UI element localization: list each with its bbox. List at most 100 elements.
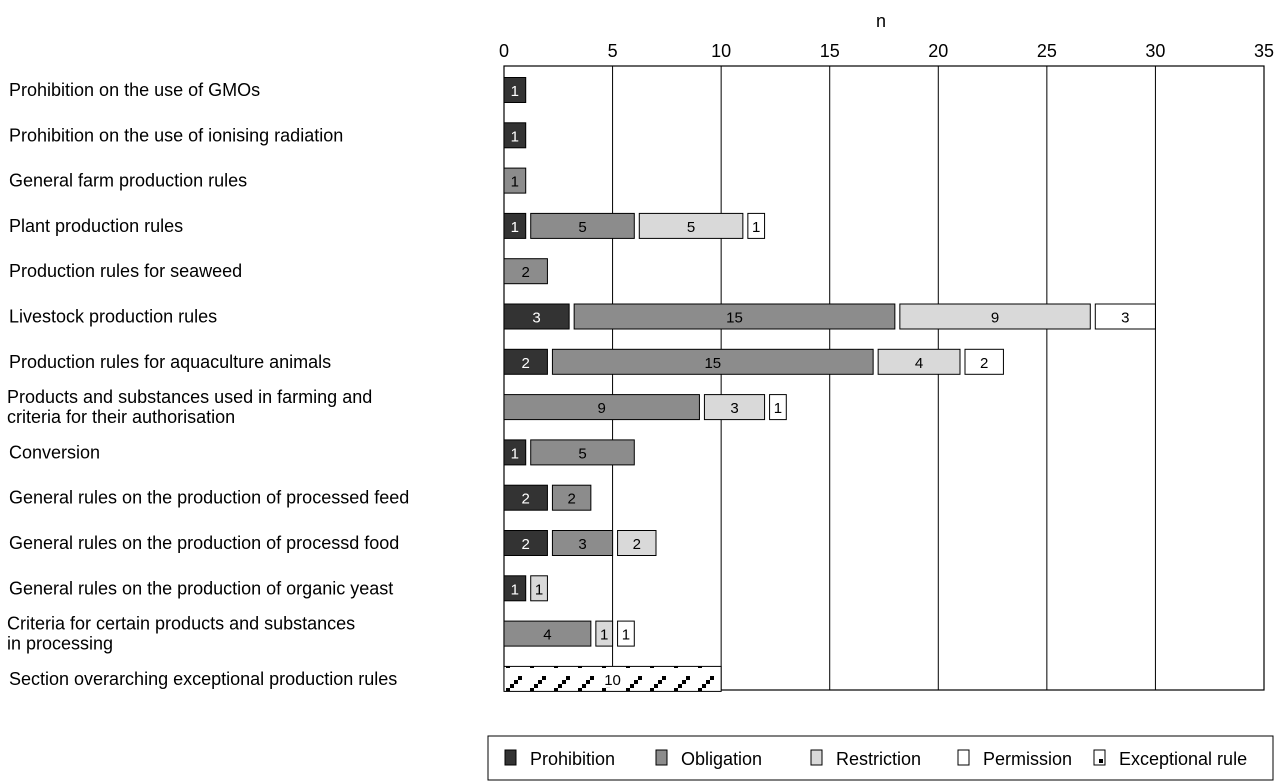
data-label: 2 (522, 536, 530, 553)
legend-label: Restriction (836, 749, 921, 769)
data-label: 4 (915, 355, 923, 372)
category-label: Livestock production rules (9, 307, 217, 327)
bar-restriction (530, 575, 548, 602)
category-label: General rules on the production of proce… (9, 488, 409, 508)
bar-prohibition (503, 530, 548, 556)
x-tick-label: 20 (928, 41, 948, 61)
legend-swatch (1093, 749, 1106, 766)
data-label: 2 (522, 355, 530, 372)
data-label: 1 (622, 627, 630, 644)
bar-prohibition (503, 439, 527, 466)
data-label: 1 (511, 128, 519, 145)
bar-restriction (595, 620, 614, 647)
data-label: 5 (687, 219, 695, 236)
bar-prohibition (503, 484, 548, 511)
legend-label: Exceptional rule (1119, 749, 1247, 769)
bar-prohibition (503, 575, 527, 602)
bar-restriction (638, 212, 744, 239)
x-tick-label: 15 (820, 41, 840, 61)
legend: Prohibition Obligation Restriction Permissi… (487, 735, 1274, 781)
data-label: 2 (522, 264, 530, 281)
data-label: 1 (511, 219, 519, 236)
legend-swatch (810, 749, 823, 766)
bar-obligation (573, 303, 896, 330)
data-label: 3 (1121, 310, 1129, 327)
bar-obligation (551, 530, 614, 556)
data-label: 1 (752, 219, 760, 236)
category-label: Section overarching exceptional producti… (9, 669, 397, 689)
category-label: Prohibition on the use of GMOs (9, 80, 260, 100)
data-label: 2 (522, 491, 530, 508)
data-label: 1 (511, 83, 519, 100)
data-label: 2 (633, 536, 641, 553)
category-label: Conversion (9, 442, 100, 462)
category-label: General farm production rules (9, 171, 247, 191)
category-label: General rules on the production of proce… (9, 533, 399, 553)
category-label: Prohibition on the use of ionising radia… (9, 125, 343, 145)
bar-permission (747, 212, 766, 239)
data-label: 2 (567, 491, 575, 508)
x-tick-label: 0 (499, 41, 509, 61)
category-label: Criteria for certain products and substa… (7, 614, 355, 654)
category-label: Production rules for seaweed (9, 261, 242, 281)
x-axis-label: n (876, 11, 886, 31)
legend-label: Permission (983, 749, 1072, 769)
legend-swatch (504, 749, 517, 766)
bar-permission (769, 394, 787, 421)
bar-prohibition (503, 77, 527, 103)
data-label: 9 (991, 310, 999, 327)
legend-label: Obligation (681, 749, 762, 769)
data-label: 5 (578, 219, 586, 236)
bar-prohibition (503, 303, 570, 330)
data-label: 1 (774, 400, 782, 417)
bar-obligation (551, 348, 874, 375)
data-label: 9 (598, 400, 606, 417)
legend-box (487, 735, 1274, 781)
bar-obligation (551, 484, 592, 511)
data-label: 15 (704, 355, 721, 372)
bar-prohibition (503, 212, 527, 239)
data-label: 1 (535, 581, 543, 598)
data-label: 15 (726, 310, 743, 327)
data-label: 1 (600, 627, 608, 644)
x-tick-label: 25 (1037, 41, 1057, 61)
category-label: Plant production rules (9, 216, 183, 236)
x-tick-label: 30 (1145, 41, 1165, 61)
bar-obligation (503, 258, 548, 285)
bar-permission (617, 620, 635, 647)
data-label: 1 (511, 581, 519, 598)
data-label: 5 (578, 445, 586, 462)
x-tick-label: 5 (608, 41, 618, 61)
plot-area (503, 65, 1265, 691)
bar-restriction (877, 348, 961, 375)
bar-obligation (530, 439, 635, 466)
legend-label: Prohibition (530, 749, 615, 769)
legend-swatch (957, 749, 970, 766)
legend-swatch (655, 749, 668, 766)
bar-permission (964, 348, 1004, 375)
x-tick-label: 35 (1254, 41, 1274, 61)
category-label: Production rules for aquaculture animals (9, 352, 331, 372)
bar-restriction (617, 530, 657, 556)
bar-permission (1094, 303, 1156, 330)
data-label: 1 (511, 174, 519, 191)
bar-obligation (530, 212, 635, 239)
bar-obligation (503, 394, 700, 421)
bar-obligation (503, 620, 592, 647)
bar-prohibition (503, 122, 527, 149)
bar-restriction (703, 394, 766, 421)
bar-prohibition (503, 348, 548, 375)
data-label: 10 (604, 672, 621, 689)
data-label: 3 (730, 400, 738, 417)
data-label: 2 (980, 355, 988, 372)
data-label: 4 (543, 627, 551, 644)
data-label: 3 (532, 310, 540, 327)
data-label: 1 (511, 445, 519, 462)
bar-restriction (899, 303, 1091, 330)
category-label: Products and substances used in farming … (7, 387, 372, 427)
category-label: General rules on the production of organ… (9, 578, 393, 598)
data-label: 3 (578, 536, 586, 553)
x-tick-label: 10 (711, 41, 731, 61)
bar-obligation (503, 167, 527, 194)
